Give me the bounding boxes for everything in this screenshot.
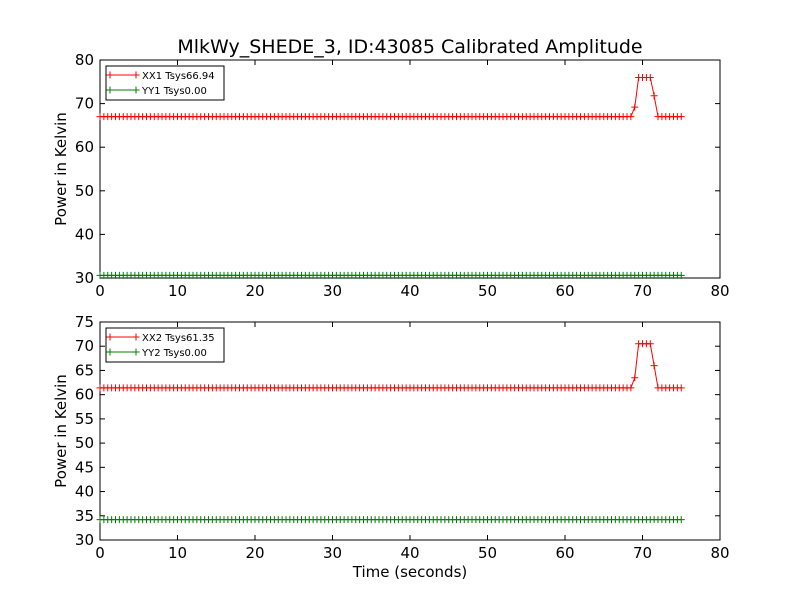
legend: XX2 Tsys61.35 YY2 Tsys0.00 — [105, 327, 225, 363]
legend-marker — [106, 86, 114, 94]
x-tick-label: 50 — [478, 282, 497, 300]
legend-marker — [106, 333, 114, 341]
legend-marker — [132, 348, 140, 356]
data-point-marker — [646, 73, 654, 81]
y-tick-label: 40 — [75, 225, 94, 243]
series-yy — [96, 271, 685, 279]
x-tick-label: 0 — [95, 544, 105, 562]
legend-marker — [132, 86, 140, 94]
y-tick-label: 35 — [75, 507, 94, 525]
y-tick-label: 30 — [75, 531, 94, 549]
legend-label: XX2 Tsys61.35 — [142, 333, 215, 344]
y-tick-label: 65 — [75, 361, 94, 379]
data-point-marker — [677, 384, 685, 392]
y-axis-label: Power in Kelvin — [52, 112, 70, 226]
series-xx — [96, 340, 685, 392]
y-tick-label: 45 — [75, 458, 94, 476]
legend-box — [105, 65, 225, 101]
y-tick-label: 75 — [75, 313, 94, 331]
data-point-marker — [677, 271, 685, 279]
series-yy — [96, 516, 685, 524]
x-tick-label: 80 — [710, 282, 729, 300]
x-tick-label: 60 — [555, 282, 574, 300]
bottom-subplot: 0 10 20 30 40 50 60 70 80 30 35 40 45 50 55 60 65 70 75 Pow… — [52, 313, 730, 562]
x-tick-label: 60 — [555, 544, 574, 562]
y-tick-label: 70 — [75, 95, 94, 113]
chart-title: MlkWy_SHEDE_3, ID:43085 Calibrated Ampli… — [177, 36, 642, 58]
y-tick-label: 60 — [75, 386, 94, 404]
data-point-marker — [677, 113, 685, 121]
x-tick-label: 20 — [245, 282, 264, 300]
series-xx — [96, 73, 685, 121]
y-tick-label: 60 — [75, 138, 94, 156]
y-tick-label: 50 — [75, 434, 94, 452]
legend-label: YY2 Tsys0.00 — [141, 348, 207, 359]
top-subplot: 0 10 20 30 40 50 60 70 80 30 40 50 60 70 80 Power in Ke… — [52, 51, 730, 300]
x-tick-label: 40 — [400, 282, 419, 300]
x-tick-label: 10 — [168, 282, 187, 300]
y-tick-label: 30 — [75, 269, 94, 287]
data-point-marker — [646, 340, 654, 348]
legend-marker — [132, 71, 140, 79]
x-tick-label: 70 — [633, 282, 652, 300]
legend-box — [105, 327, 225, 363]
x-tick-label: 10 — [168, 544, 187, 562]
data-point-marker — [631, 103, 639, 111]
data-point-marker — [627, 113, 635, 121]
x-tick-label: 70 — [633, 544, 652, 562]
data-point-marker — [631, 374, 639, 382]
y-axis-label: Power in Kelvin — [52, 374, 70, 488]
legend-marker — [106, 71, 114, 79]
x-tick-label: 30 — [323, 282, 342, 300]
x-tick-label: 50 — [478, 544, 497, 562]
x-tick-label: 80 — [710, 544, 729, 562]
legend-label: XX1 Tsys66.94 — [142, 71, 215, 82]
x-tick-label: 0 — [95, 282, 105, 300]
legend: XX1 Tsys66.94 YY1 Tsys0.00 — [105, 65, 225, 101]
legend-label: YY1 Tsys0.00 — [141, 86, 207, 97]
x-tick-label: 20 — [245, 544, 264, 562]
legend-marker — [132, 333, 140, 341]
y-tick-label: 55 — [75, 410, 94, 428]
x-axis-label: Time (seconds) — [352, 563, 468, 581]
data-point-marker — [677, 516, 685, 524]
data-point-marker — [650, 92, 658, 100]
data-point-marker — [650, 362, 658, 370]
y-tick-label: 50 — [75, 182, 94, 200]
y-tick-label: 70 — [75, 337, 94, 355]
y-tick-label: 80 — [75, 51, 94, 69]
x-tick-label: 30 — [323, 544, 342, 562]
x-tick-label: 40 — [400, 544, 419, 562]
y-tick-label: 40 — [75, 483, 94, 501]
legend-marker — [106, 348, 114, 356]
data-point-marker — [627, 384, 635, 392]
